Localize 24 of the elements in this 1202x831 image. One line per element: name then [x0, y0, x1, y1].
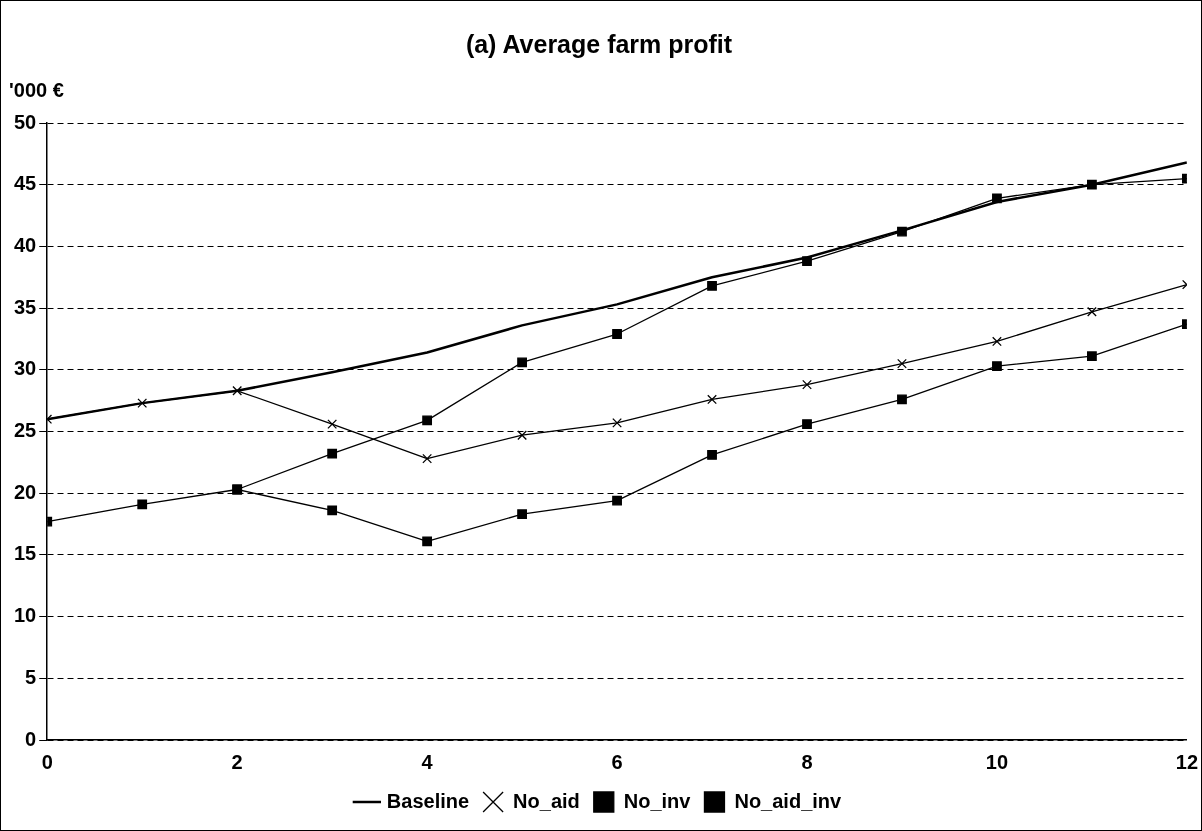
x-tick-label: 4 [421, 750, 434, 773]
y-tick-label: 10 [14, 604, 37, 627]
x-tick-label: 2 [231, 750, 243, 773]
chart-title: (a) Average farm profit [465, 29, 733, 58]
x-tick-label: 10 [985, 750, 1009, 773]
legend-label: No_inv [623, 789, 692, 812]
y-tick-label: 0 [25, 727, 37, 750]
y-tick-label: 35 [14, 295, 37, 318]
y-tick-label: 25 [14, 419, 37, 442]
x-tick-label: 8 [801, 750, 813, 773]
x-tick-label: 12 [1175, 750, 1198, 773]
y-tick-label: 40 [14, 233, 37, 256]
x-tick-label: 6 [611, 750, 623, 773]
y-tick-label: 20 [14, 480, 37, 503]
x-tick-label: 0 [41, 750, 53, 773]
y-tick-label: 45 [14, 172, 37, 195]
y-tick-label: 50 [14, 110, 37, 133]
y-axis-title: '000 € [9, 79, 64, 102]
legend-label: Baseline [386, 789, 470, 812]
legend-label: No_aid [513, 789, 580, 812]
y-tick-label: 5 [25, 665, 37, 688]
legend-label: No_aid_inv [734, 789, 843, 812]
y-tick-label: 30 [14, 357, 37, 380]
y-tick-label: 15 [14, 542, 37, 565]
